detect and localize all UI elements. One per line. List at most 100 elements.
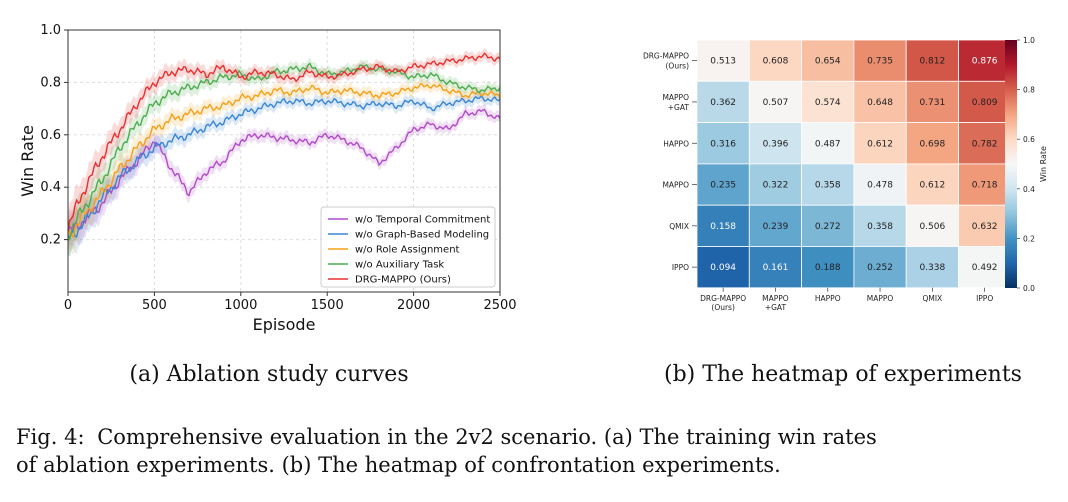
heatmap-cell-value: 0.612 <box>867 139 893 149</box>
heatmap-cell-value: 0.718 <box>972 181 998 191</box>
heatmap-cell-value: 0.235 <box>710 181 736 191</box>
heatmap-cell <box>748 122 802 165</box>
heatmap-col-label: (Ours) <box>711 303 735 312</box>
y-tick-label: 0.8 <box>40 75 61 90</box>
line-chart-x-ticks: 0 500 1000 1500 2000 2500 <box>64 292 517 313</box>
figure-caption-text-1: Comprehensive evaluation in the 2v2 scen… <box>97 425 877 449</box>
heatmap-cell-value: 0.809 <box>972 98 998 108</box>
heatmap-cell-value: 0.316 <box>710 139 736 149</box>
heatmap-col-label: IPPO <box>976 294 993 303</box>
subcaption-b: (b) The heatmap of experiments <box>664 362 1022 387</box>
colorbar-label: Win Rate <box>1039 146 1048 182</box>
heatmap-cell-value: 0.362 <box>710 98 736 108</box>
series-line <box>67 108 501 235</box>
legend-entry: w/o Temporal Commitment <box>355 215 490 226</box>
y-tick-label: 0.4 <box>40 180 61 195</box>
series-band <box>68 104 500 253</box>
y-tick-label: 1.0 <box>40 23 61 38</box>
ablation-line-chart: 0 500 1000 1500 2000 2500 0.2 0.4 0.6 0.8 1.0 Epi… <box>18 23 517 334</box>
heatmap-cell <box>958 80 1012 124</box>
x-tick-label: 2500 <box>483 298 516 313</box>
heatmap-cell <box>801 80 855 124</box>
subcaption-a: (a) Ablation study curves <box>129 362 408 387</box>
heatmap-cell-value: 0.812 <box>919 57 945 67</box>
line-chart-y-label: Win Rate <box>18 125 37 197</box>
heatmap-cell <box>696 80 750 124</box>
figure-caption-line-1: Fig. 4: Comprehensive evaluation in the … <box>16 425 877 449</box>
heatmap-cell <box>748 80 802 124</box>
heatmap-cell-value: 0.158 <box>710 222 736 232</box>
heatmap-cell <box>958 246 1012 289</box>
heatmap-cell-value: 0.506 <box>919 222 945 232</box>
colorbar-tick-label: 0.8 <box>1023 86 1035 95</box>
series-band <box>68 48 500 249</box>
heatmap-row-label: HAPPO <box>663 139 689 148</box>
series-line <box>67 52 501 231</box>
heatmap-col-label: QMIX <box>922 294 942 303</box>
heatmap-cell-value: 0.478 <box>867 181 893 191</box>
colorbar-tick-label: 0.6 <box>1023 135 1035 144</box>
heatmap-cell <box>853 246 907 289</box>
colorbar-ticks: 0.0 0.2 0.4 0.6 0.8 1.0 <box>1017 36 1035 293</box>
heatmap-cell <box>801 122 855 165</box>
heatmap-cell <box>696 122 750 165</box>
heatmap-cell <box>748 246 802 289</box>
heatmap-row-labels: DRG-MAPPO(Ours)MAPPO+GATHAPPOMAPPOQMIXIP… <box>643 52 697 272</box>
colorbar-tick-label: 1.0 <box>1023 36 1035 45</box>
colorbar <box>1005 40 1017 288</box>
heatmap-cell <box>958 163 1012 206</box>
heatmap-cell-value: 0.396 <box>763 139 789 149</box>
heatmap-cell <box>801 204 855 247</box>
heatmap-cell-value: 0.487 <box>815 139 841 149</box>
heatmap-cell-value: 0.612 <box>919 181 945 191</box>
heatmap-cell <box>696 163 750 206</box>
heatmap-cell <box>801 39 855 82</box>
heatmap-cell-value: 0.608 <box>763 57 789 67</box>
colorbar-tick-label: 0.2 <box>1023 234 1035 243</box>
line-chart-y-ticks: 0.2 0.4 0.6 0.8 1.0 <box>40 23 68 248</box>
heatmap-row-label: QMIX <box>669 222 689 231</box>
heatmap-cell-value: 0.698 <box>919 139 945 149</box>
heatmap-cell-value: 0.094 <box>710 263 736 273</box>
heatmap-cell-value: 0.492 <box>972 263 998 273</box>
x-tick-label: 0 <box>64 298 72 313</box>
heatmap-cell <box>958 122 1012 165</box>
heatmap-col-label: MAPPO <box>762 294 789 303</box>
heatmap-cell-value: 0.731 <box>919 98 945 108</box>
series-line <box>67 95 501 240</box>
figure-caption-line-2: of ablation experiments. (b) The heatmap… <box>16 453 781 477</box>
heatmap-cells: 0.513 0.608 0.654 0.735 0.812 0.876 0.362 0.507… <box>696 39 1012 289</box>
heatmap-cell-value: 0.513 <box>710 57 736 67</box>
colorbar-tick-label: 0.0 <box>1023 284 1035 293</box>
line-chart-confidence-bands <box>68 48 500 258</box>
series-line <box>67 62 501 241</box>
x-tick-label: 1500 <box>311 298 344 313</box>
legend-entry: w/o Graph-Based Modeling <box>355 230 489 241</box>
heatmap-cell-value: 0.338 <box>919 263 945 273</box>
heatmap-cell <box>905 39 959 82</box>
heatmap-cell <box>958 39 1012 82</box>
heatmap-cell-value: 0.358 <box>867 222 893 232</box>
heatmap-cell <box>696 39 750 82</box>
heatmap-cell-value: 0.188 <box>815 263 841 273</box>
heatmap-row-label: MAPPO <box>662 93 689 102</box>
heatmap-cell <box>853 80 907 124</box>
heatmap-cell-value: 0.632 <box>972 222 998 232</box>
series-line <box>67 82 501 239</box>
heatmap-cell-value: 0.272 <box>815 222 841 232</box>
line-chart-plot-area <box>67 29 501 293</box>
heatmap-cell-value: 0.648 <box>867 98 893 108</box>
series-band <box>68 78 500 255</box>
heatmap-cell-value: 0.876 <box>972 57 998 67</box>
heatmap-row-label: +GAT <box>668 103 690 112</box>
heatmap-cell-value: 0.654 <box>815 57 841 67</box>
x-tick-label: 2000 <box>397 298 430 313</box>
heatmap-cell <box>853 39 907 82</box>
heatmap-cell <box>801 246 855 289</box>
y-tick-label: 0.2 <box>40 233 61 248</box>
line-chart-legend: w/o Temporal Commitment w/o Graph-Based M… <box>320 206 496 288</box>
heatmap-row-label: (Ours) <box>666 62 690 71</box>
x-tick-label: 1000 <box>224 298 257 313</box>
